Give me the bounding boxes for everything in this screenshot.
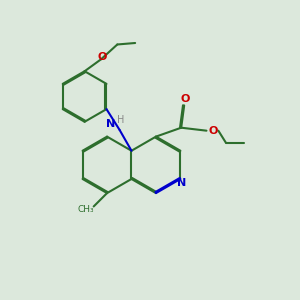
Text: CH₃: CH₃ bbox=[78, 205, 94, 214]
Text: N: N bbox=[106, 119, 115, 129]
Text: N: N bbox=[177, 178, 187, 188]
Text: O: O bbox=[181, 94, 190, 104]
Text: O: O bbox=[208, 126, 218, 136]
Text: O: O bbox=[98, 52, 107, 62]
Text: H: H bbox=[117, 115, 125, 124]
